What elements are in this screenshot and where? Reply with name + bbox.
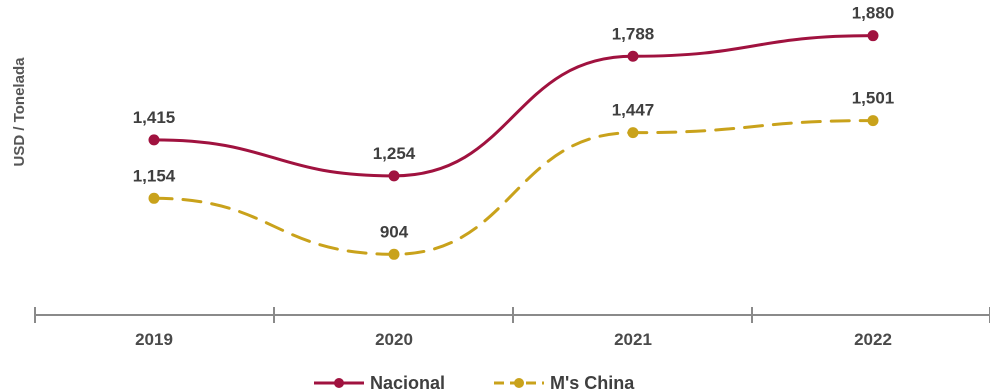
data-label: 1,447 <box>612 101 655 120</box>
data-point <box>867 115 879 127</box>
data-label: 1,501 <box>852 89 895 108</box>
legend-marker <box>334 378 344 388</box>
series-line-nacional <box>152 34 875 178</box>
data-label: 904 <box>380 222 409 241</box>
data-point <box>867 30 879 42</box>
data-point <box>388 170 400 182</box>
data-label: 1,788 <box>612 24 655 43</box>
x-tick-label: 2019 <box>135 330 173 349</box>
series-line-ms-china <box>152 119 875 256</box>
legend: Nacional M's China <box>314 373 635 392</box>
data-point <box>627 127 639 139</box>
data-point <box>148 134 160 146</box>
legend-item: Nacional <box>314 373 445 392</box>
data-point <box>148 192 160 204</box>
data-label: 1,154 <box>133 166 176 185</box>
data-label: 1,415 <box>133 108 176 127</box>
x-tick-label: 2020 <box>375 330 413 349</box>
data-point <box>388 248 400 260</box>
x-tick-label: 2022 <box>854 330 892 349</box>
x-tick-label: 2021 <box>614 330 652 349</box>
y-axis-label: USD / Tonelada <box>11 57 28 167</box>
legend-label: M's China <box>550 373 635 392</box>
legend-marker <box>514 378 524 388</box>
data-label: 1,880 <box>852 4 895 23</box>
data-label: 1,254 <box>373 144 416 163</box>
data-point <box>627 50 639 62</box>
legend-label: Nacional <box>370 373 445 392</box>
legend-item: M's China <box>494 373 635 392</box>
